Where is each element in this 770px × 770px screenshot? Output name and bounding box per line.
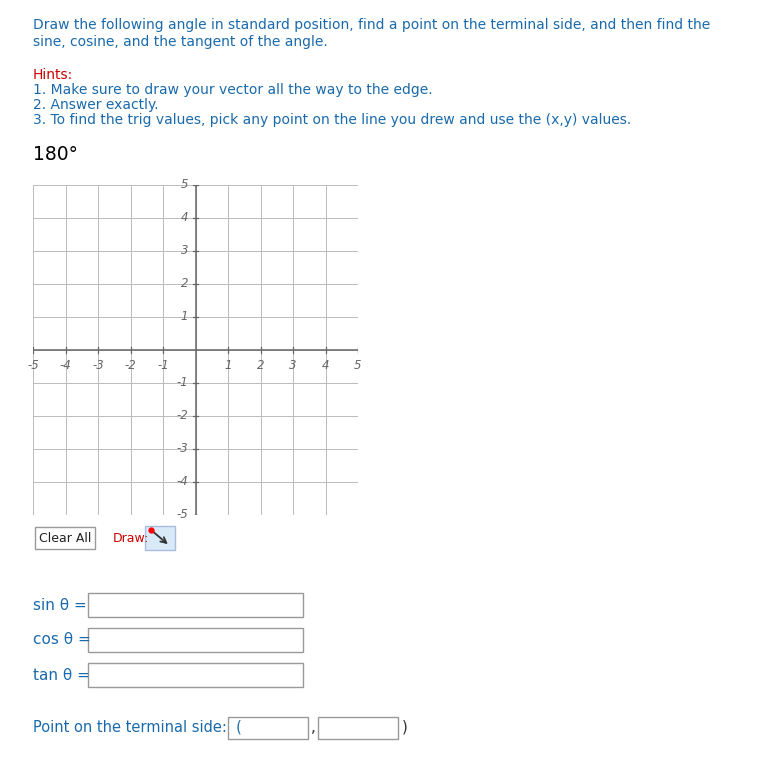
Text: 1: 1 — [224, 360, 232, 372]
Text: 1. Make sure to draw your vector all the way to the edge.: 1. Make sure to draw your vector all the… — [33, 83, 433, 97]
Text: tan θ =: tan θ = — [33, 668, 90, 682]
Text: Draw the following angle in standard position, find a point on the terminal side: Draw the following angle in standard pos… — [33, 18, 710, 32]
Text: sin θ =: sin θ = — [33, 598, 87, 612]
Text: -2: -2 — [125, 360, 136, 372]
Text: 3: 3 — [181, 245, 189, 257]
FancyBboxPatch shape — [318, 717, 398, 739]
Text: -2: -2 — [176, 410, 189, 423]
Text: 5: 5 — [181, 179, 189, 192]
Text: 3. To find the trig values, pick any point on the line you drew and use the (x,y: 3. To find the trig values, pick any poi… — [33, 113, 631, 127]
Text: Hints:: Hints: — [33, 68, 73, 82]
Text: -1: -1 — [157, 360, 169, 372]
Text: -4: -4 — [59, 360, 72, 372]
FancyBboxPatch shape — [228, 717, 308, 739]
Text: 2. Answer exactly.: 2. Answer exactly. — [33, 98, 159, 112]
Text: ,: , — [311, 720, 316, 735]
Text: -1: -1 — [176, 377, 189, 390]
Text: 4: 4 — [181, 212, 189, 225]
Text: 5: 5 — [354, 360, 362, 372]
Text: 4: 4 — [322, 360, 330, 372]
Text: ): ) — [402, 720, 408, 735]
FancyBboxPatch shape — [145, 526, 175, 550]
Text: Draw:: Draw: — [113, 531, 149, 544]
Text: 2: 2 — [256, 360, 264, 372]
Text: sine, cosine, and the tangent of the angle.: sine, cosine, and the tangent of the ang… — [33, 35, 328, 49]
FancyBboxPatch shape — [88, 628, 303, 652]
FancyBboxPatch shape — [88, 663, 303, 687]
Text: -3: -3 — [92, 360, 104, 372]
Text: -5: -5 — [176, 508, 189, 521]
Text: -3: -3 — [176, 443, 189, 456]
Text: cos θ =: cos θ = — [33, 632, 91, 648]
Text: Point on the terminal side:  (: Point on the terminal side: ( — [33, 720, 242, 735]
Text: 3: 3 — [290, 360, 296, 372]
Text: Clear All: Clear All — [38, 531, 91, 544]
FancyBboxPatch shape — [35, 527, 95, 549]
Text: -4: -4 — [176, 476, 189, 488]
Text: 1: 1 — [181, 310, 189, 323]
FancyBboxPatch shape — [88, 593, 303, 617]
Text: -5: -5 — [27, 360, 38, 372]
Text: 2: 2 — [181, 277, 189, 290]
Text: 180°: 180° — [33, 145, 78, 164]
